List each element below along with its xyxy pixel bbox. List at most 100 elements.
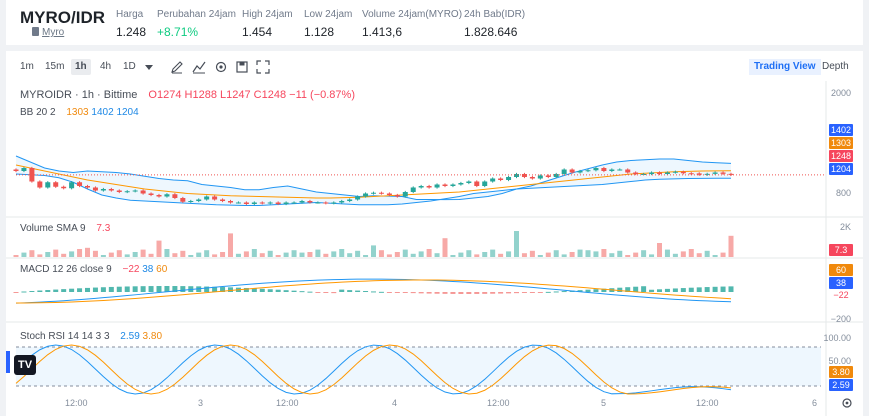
candle-body bbox=[529, 177, 535, 179]
interval-1h[interactable]: 1h bbox=[71, 59, 91, 75]
tab-depth[interactable]: Depth bbox=[822, 61, 849, 72]
volume-bar bbox=[537, 255, 543, 257]
x-tick: 12:00 bbox=[65, 398, 88, 408]
macd-hist-bar bbox=[355, 290, 361, 292]
candle-body bbox=[69, 182, 75, 189]
y-tick: 2K bbox=[839, 222, 851, 232]
interval-15m[interactable]: 15m bbox=[45, 61, 65, 72]
volume-bar bbox=[259, 253, 265, 257]
pane-scroll-handle[interactable] bbox=[6, 351, 10, 373]
macd-hist-bar bbox=[61, 289, 67, 292]
macd-label: MACD 12 26 close 9 bbox=[20, 264, 112, 275]
volume-bar bbox=[386, 254, 392, 257]
macd-hist-bar bbox=[85, 287, 90, 292]
volume-bar bbox=[418, 251, 424, 257]
volume-legend: Volume SMA 9 7.3 bbox=[20, 223, 110, 234]
volume-bar bbox=[61, 253, 67, 257]
y-tick: 800 bbox=[835, 188, 851, 198]
volume-bar bbox=[394, 252, 400, 257]
macd-hist-bar bbox=[386, 292, 392, 293]
macd-tag-signal: 60 bbox=[829, 264, 853, 276]
settings-icon[interactable] bbox=[214, 60, 228, 74]
ticker-header: MYRO/IDR Myro Harga 1.248 Perubahan 24ja… bbox=[6, 0, 863, 45]
volume-bar bbox=[21, 252, 27, 257]
macd-hist-bar bbox=[21, 291, 27, 293]
macd-hist-bar bbox=[299, 291, 305, 293]
macd-hist-bar bbox=[593, 289, 599, 292]
volume-bar bbox=[402, 249, 408, 257]
interval-1m[interactable]: 1m bbox=[20, 61, 34, 72]
fullscreen-icon[interactable] bbox=[256, 60, 270, 74]
ohlc-close: C1248 bbox=[253, 89, 287, 101]
candle-body bbox=[283, 202, 289, 204]
macd-hist-bar bbox=[37, 290, 43, 292]
candle-body bbox=[148, 193, 154, 195]
volume-bar bbox=[347, 253, 353, 257]
volume-bar bbox=[116, 250, 122, 257]
macd-hist-bar bbox=[506, 292, 512, 294]
macd-hist-bar bbox=[283, 290, 289, 292]
candle-body bbox=[291, 202, 297, 204]
macd-hist-bar bbox=[212, 286, 218, 292]
macd-hist-bar bbox=[617, 287, 623, 292]
volume-bar bbox=[299, 252, 305, 257]
macd-hist-bar bbox=[394, 292, 400, 293]
candle-body bbox=[553, 174, 559, 177]
candle-body bbox=[593, 168, 599, 171]
bb-label: BB 20 2 bbox=[20, 107, 56, 118]
tab-trading-view[interactable]: Trading View bbox=[749, 59, 821, 75]
chart-settings-icon[interactable] bbox=[840, 396, 854, 410]
macd-hist-bar bbox=[69, 288, 75, 292]
save-icon[interactable] bbox=[235, 60, 249, 74]
macd-hist-bar bbox=[140, 286, 146, 292]
volume-bar bbox=[235, 253, 241, 257]
volume-bar bbox=[601, 249, 607, 257]
macd-line-value: 38 bbox=[142, 264, 154, 275]
volume-bar bbox=[561, 254, 567, 257]
volume-bar bbox=[331, 251, 337, 257]
stoch-k-line bbox=[15, 344, 732, 395]
stat-turnover: 24h Bab(IDR) 1.828.646 bbox=[464, 9, 525, 39]
interval-1d[interactable]: 1D bbox=[123, 61, 136, 72]
candle-body bbox=[617, 169, 623, 171]
coin-link[interactable]: Myro bbox=[42, 27, 65, 38]
stat-volume: Volume 24jam(MYRO) 1.413,6 bbox=[362, 9, 462, 39]
candle-body bbox=[212, 196, 218, 200]
candle-body bbox=[664, 172, 670, 174]
candle-body bbox=[585, 170, 591, 172]
macd-hist-bar bbox=[577, 290, 583, 292]
candle-body bbox=[506, 177, 512, 180]
candle-body bbox=[386, 193, 392, 195]
candle-body bbox=[466, 181, 472, 183]
macd-hist-bar bbox=[307, 291, 313, 293]
macd-hist-bar bbox=[545, 291, 551, 293]
volume-bar bbox=[339, 249, 345, 257]
candle-body bbox=[418, 186, 424, 188]
volume-bar bbox=[13, 255, 19, 257]
macd-hist-bar bbox=[291, 290, 297, 292]
candle-body bbox=[458, 183, 464, 185]
macd-hist-bar bbox=[13, 292, 19, 293]
volume-bar bbox=[514, 231, 519, 257]
chart-canvas[interactable] bbox=[6, 81, 863, 416]
candle-body bbox=[323, 202, 329, 204]
candle-body bbox=[704, 173, 710, 175]
stoch-d-value: 3.80 bbox=[142, 331, 163, 342]
symbol-title: MYROIDR · 1h · Bittime bbox=[20, 89, 138, 101]
indicator-icon[interactable] bbox=[192, 60, 206, 74]
macd-line bbox=[15, 278, 732, 304]
stat-label: Perubahan 24jam bbox=[157, 9, 236, 20]
candle-body bbox=[164, 194, 170, 197]
candle-body bbox=[235, 202, 241, 204]
macd-hist-bar bbox=[490, 292, 496, 294]
stoch-legend: Stoch RSI 14 14 3 3 2.59 3.80 bbox=[20, 331, 162, 342]
y-tick: 50.00 bbox=[828, 356, 851, 366]
macd-hist-bar bbox=[418, 292, 424, 294]
x-tick: 5 bbox=[601, 398, 607, 408]
macd-hist-bar bbox=[45, 290, 51, 292]
dropdown-caret-icon[interactable] bbox=[145, 65, 153, 70]
candle-body bbox=[394, 195, 400, 197]
draw-icon[interactable] bbox=[170, 60, 184, 74]
candle-body bbox=[410, 187, 416, 192]
interval-4h[interactable]: 4h bbox=[100, 61, 112, 72]
